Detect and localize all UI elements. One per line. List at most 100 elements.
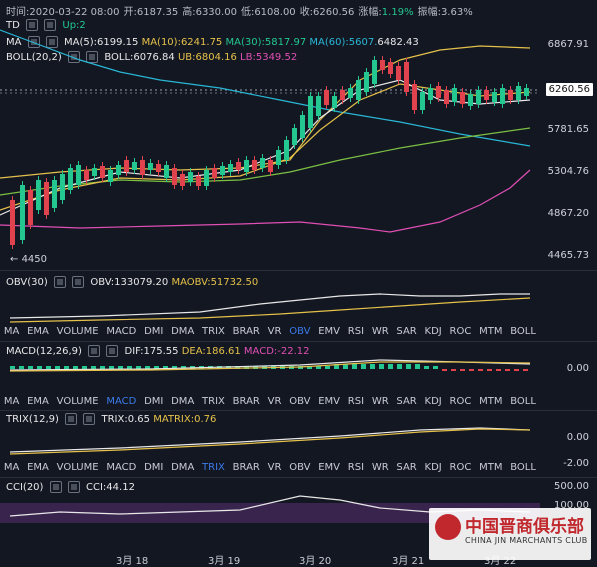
close-icon[interactable]	[44, 19, 57, 31]
indicator-tab-wr[interactable]: WR	[371, 326, 389, 337]
macd-bar	[10, 366, 15, 369]
macd-label: MACD(12,26,9)	[6, 346, 82, 357]
indicator-tab-macd[interactable]: MACD	[106, 462, 137, 473]
indicator-tab-volume[interactable]: VOLUME	[56, 462, 99, 473]
indicator-tab-boll[interactable]: BOLL	[510, 326, 536, 337]
pane-separator	[0, 341, 597, 342]
ub-value: UB:6804.16	[177, 52, 237, 63]
indicator-tab-rsi[interactable]: RSI	[347, 326, 365, 337]
macd-bar	[55, 366, 60, 369]
boll-label: BOLL(20,2)	[6, 52, 62, 63]
macd-bar	[343, 364, 348, 369]
candle-body	[196, 176, 201, 186]
macd-bar	[433, 366, 438, 369]
close-icon[interactable]	[106, 345, 119, 357]
macd-bar	[325, 366, 330, 369]
indicator-tab-dmi[interactable]: DMI	[144, 326, 164, 337]
indicator-tab-boll[interactable]: BOLL	[510, 396, 536, 407]
macd-bar	[28, 366, 33, 369]
indicator-tab-brar[interactable]: BRAR	[232, 462, 260, 473]
indicator-tab-emv[interactable]: EMV	[318, 326, 341, 337]
indicator-tab-rsi[interactable]: RSI	[347, 462, 365, 473]
indicator-tab-roc[interactable]: ROC	[449, 396, 472, 407]
indicator-tab-ma[interactable]: MA	[3, 326, 20, 337]
indicator-tab-rsi[interactable]: RSI	[347, 396, 365, 407]
settings-icon[interactable]	[53, 276, 66, 288]
indicator-tab-roc[interactable]: ROC	[449, 462, 472, 473]
indicator-tab-boll[interactable]: BOLL	[510, 462, 536, 473]
close-icon[interactable]	[83, 413, 96, 425]
indicator-tab-vr[interactable]: VR	[267, 462, 282, 473]
ma60-line	[0, 29, 531, 147]
indicator-tab-trix[interactable]: TRIX	[202, 396, 225, 407]
settings-icon[interactable]	[65, 413, 78, 425]
dea-value: DEA:186.61	[181, 346, 241, 357]
indicator-tab-obv[interactable]: OBV	[289, 462, 311, 473]
indicator-tab-dma[interactable]: DMA	[171, 326, 195, 337]
indicator-tab-dmi[interactable]: DMI	[144, 396, 164, 407]
indicator-tab-sar[interactable]: SAR	[396, 326, 417, 337]
indicator-tab-mtm[interactable]: MTM	[479, 462, 503, 473]
indicator-tab-vr[interactable]: VR	[267, 396, 282, 407]
indicator-tab-dma[interactable]: DMA	[171, 462, 195, 473]
close-icon[interactable]	[86, 51, 99, 63]
indicator-tab-kdj[interactable]: KDJ	[424, 462, 442, 473]
indicator-tab-ema[interactable]: EMA	[27, 462, 49, 473]
indicator-tab-emv[interactable]: EMV	[318, 462, 341, 473]
indicator-tab-obv[interactable]: OBV	[289, 396, 311, 407]
indicator-tab-sar[interactable]: SAR	[396, 396, 417, 407]
macd-bar	[478, 369, 483, 371]
indicator-tab-ma[interactable]: MA	[3, 462, 20, 473]
indicator-tab-wr[interactable]: WR	[371, 396, 389, 407]
indicator-tab-macd[interactable]: MACD	[106, 326, 137, 337]
ma10-value: MA(10):6241.75	[141, 37, 223, 48]
indicator-tab-sar[interactable]: SAR	[396, 462, 417, 473]
macd-bar	[172, 366, 177, 369]
indicator-tab-obv[interactable]: OBV	[289, 326, 311, 337]
indicator-tab-trix[interactable]: TRIX	[202, 462, 225, 473]
settings-icon[interactable]	[88, 345, 101, 357]
candle-body	[236, 162, 241, 170]
candle-body	[420, 92, 425, 110]
indicator-tab-mtm[interactable]: MTM	[479, 396, 503, 407]
indicator-tab-macd[interactable]: MACD	[106, 396, 137, 407]
dea-line	[9, 361, 531, 372]
indicator-tab-mtm[interactable]: MTM	[479, 326, 503, 337]
macd-bar	[136, 366, 141, 369]
ma5-line	[0, 79, 531, 216]
indicator-tab-wr[interactable]: WR	[371, 462, 389, 473]
macd-bar	[163, 366, 168, 369]
indicator-tab-emv[interactable]: EMV	[318, 396, 341, 407]
candle-body	[292, 128, 297, 145]
macd-bar	[19, 366, 24, 369]
indicator-tab-ema[interactable]: EMA	[27, 326, 49, 337]
indicator-tab-dmi[interactable]: DMI	[144, 462, 164, 473]
candle-body	[100, 166, 105, 178]
indicator-tab-volume[interactable]: VOLUME	[56, 396, 99, 407]
close-icon[interactable]	[67, 481, 80, 493]
indicator-tab-brar[interactable]: BRAR	[232, 326, 260, 337]
indicator-tab-kdj[interactable]: KDJ	[424, 396, 442, 407]
indicator-tab-vr[interactable]: VR	[267, 326, 282, 337]
indicator-tab-trix[interactable]: TRIX	[202, 326, 225, 337]
indicator-tab-roc[interactable]: ROC	[449, 326, 472, 337]
indicator-tab-volume[interactable]: VOLUME	[56, 326, 99, 337]
candle-body	[116, 165, 121, 175]
candle-body	[10, 200, 15, 245]
close-value: 收:6260.56	[299, 7, 355, 18]
indicator-tab-brar[interactable]: BRAR	[232, 396, 260, 407]
indicator-tab-kdj[interactable]: KDJ	[424, 326, 442, 337]
indicator-tab-ema[interactable]: EMA	[27, 396, 49, 407]
settings-icon[interactable]	[26, 19, 38, 31]
close-icon[interactable]	[45, 36, 58, 48]
indicator-tab-ma[interactable]: MA	[3, 396, 20, 407]
candle-body	[276, 150, 281, 165]
boll-legend: BOLL(20,2) BOLL:6076.84 UB:6804.16 LB:53…	[6, 51, 297, 63]
close-icon[interactable]	[72, 276, 85, 288]
settings-icon[interactable]	[67, 51, 80, 63]
settings-icon[interactable]	[49, 481, 62, 493]
candle-body	[524, 88, 529, 96]
cci-band	[0, 503, 540, 523]
indicator-tab-dma[interactable]: DMA	[171, 396, 195, 407]
